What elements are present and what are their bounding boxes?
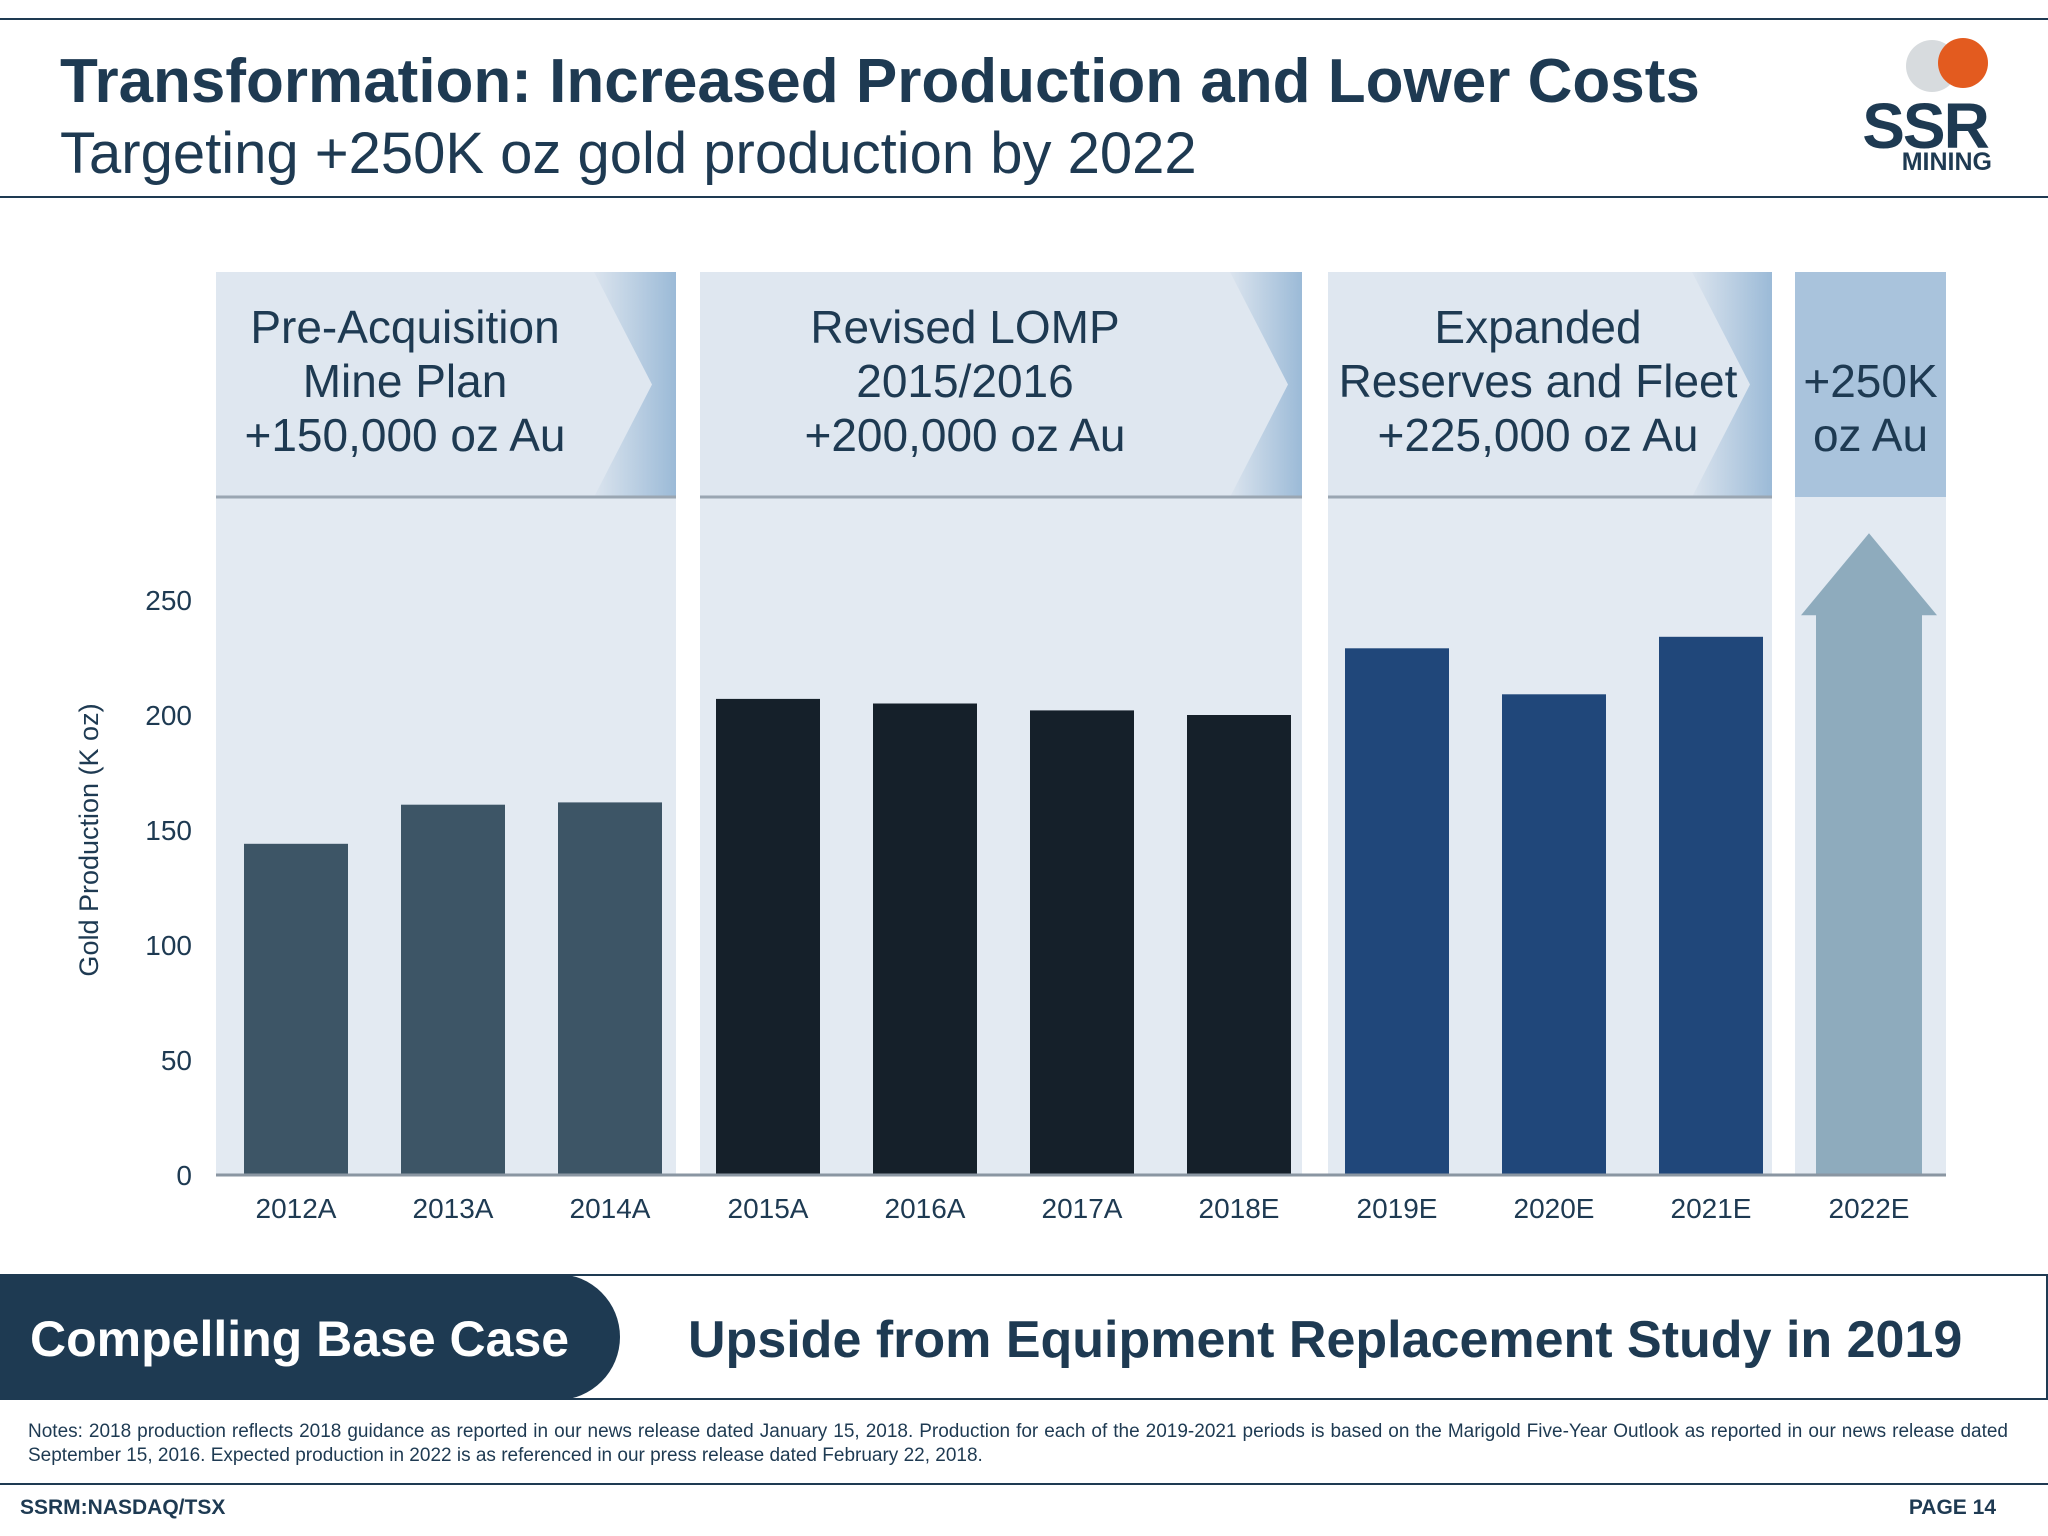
y-tick-label: 200 [145, 700, 192, 731]
logo-wordmark: SSR [1862, 90, 1990, 162]
x-tick-label: 2015A [728, 1193, 809, 1224]
phase-label-1: Pre-Acquisition Mine Plan +150,000 oz Au [216, 300, 594, 462]
x-tick-label: 2013A [413, 1193, 494, 1224]
bar-2021E [1659, 636, 1763, 1175]
page-subtitle: Targeting +250K oz gold production by 20… [60, 121, 1197, 186]
production-chart: 0 50 100 150 200 250 2012A 2013A 2014A 2015A 2016A… [74, 272, 1946, 1224]
page-title: Transformation: Increased Production and… [60, 47, 1700, 116]
phase-panel-header [1795, 272, 1946, 497]
ticker-symbol: SSRM:NASDAQ/TSX [20, 1496, 226, 1519]
y-axis-title: Gold Production (K oz) [74, 703, 104, 976]
bar-2017A [1030, 710, 1134, 1175]
y-tick-label: 100 [145, 930, 192, 961]
phase-label-line: Revised LOMP [810, 301, 1120, 353]
phase-label-2: Revised LOMP 2015/2016 +200,000 oz Au [700, 300, 1230, 462]
y-tick-label: 50 [161, 1045, 192, 1076]
phase-label-3: Expanded Reserves and Fleet +225,000 oz Au [1328, 300, 1748, 462]
y-tick-label: 0 [176, 1160, 192, 1191]
x-tick-label: 2021E [1671, 1193, 1752, 1224]
x-tick-label: 2017A [1042, 1193, 1123, 1224]
phase-chevron [594, 272, 676, 497]
phase-label-line: Pre-Acquisition [250, 301, 560, 353]
x-tick-label: 2019E [1357, 1193, 1438, 1224]
bar-2013A [401, 804, 505, 1175]
phase-chevron [1692, 272, 1772, 497]
y-tick-label: 150 [145, 815, 192, 846]
bar-2012A [244, 843, 348, 1175]
y-tick-label: 250 [145, 585, 192, 616]
banner-left-text: Compelling Base Case [30, 1311, 570, 1367]
phase-label-4: +250K oz Au [1795, 354, 1946, 462]
bar-2018E [1187, 715, 1291, 1175]
footer-rule [0, 1483, 2048, 1485]
phase-label-line: +150,000 oz Au [244, 409, 566, 461]
x-tick-label: 2014A [570, 1193, 651, 1224]
bottom-banner: Compelling Base Case Upside from Equipme… [0, 1274, 2048, 1400]
bar-2015A [716, 698, 820, 1175]
banner-left-pill [0, 1274, 620, 1400]
phase-panel-header [1328, 272, 1772, 497]
x-tick-label: 2018E [1199, 1193, 1280, 1224]
phase-label-line: +250K [1803, 355, 1938, 407]
ssr-mining-logo: SSR MINING [1858, 36, 1998, 176]
phase-chevron [1230, 272, 1302, 497]
logo-orange-circle [1938, 38, 1988, 88]
bar-2022E-arrow-shaft [1816, 613, 1922, 1175]
page-number: PAGE 14 [1908, 1496, 1996, 1519]
phase-label-line: Reserves and Fleet [1338, 355, 1738, 407]
phase-label-line: oz Au [1812, 409, 1929, 461]
bar-2016A [873, 703, 977, 1175]
phase-label-line: +200,000 oz Au [804, 409, 1126, 461]
footnotes: Notes: 2018 production reflects 2018 gui… [28, 1421, 2008, 1466]
bar-2019E [1345, 648, 1449, 1175]
phase-label-line: +225,000 oz Au [1377, 409, 1699, 461]
phase-panel-header [700, 272, 1302, 497]
bar-2022E-arrow-head [1801, 533, 1937, 616]
phase-label-line: Expanded [1434, 301, 1642, 353]
phase-panel-header [216, 272, 676, 497]
phase-label-line: 2015/2016 [856, 355, 1074, 407]
x-tick-label: 2012A [256, 1193, 337, 1224]
banner-right-text: Upside from Equipment Replacement Study … [688, 1311, 1963, 1369]
header-rule [0, 196, 2048, 198]
top-rule [0, 18, 2048, 20]
bar-2020E [1502, 694, 1606, 1175]
phase-label-line: Mine Plan [302, 355, 508, 407]
x-tick-label: 2022E [1829, 1193, 1910, 1224]
x-tick-label: 2016A [885, 1193, 966, 1224]
x-tick-label: 2020E [1514, 1193, 1595, 1224]
bar-2014A [558, 802, 662, 1175]
logo-sub: MINING [1901, 148, 1992, 176]
